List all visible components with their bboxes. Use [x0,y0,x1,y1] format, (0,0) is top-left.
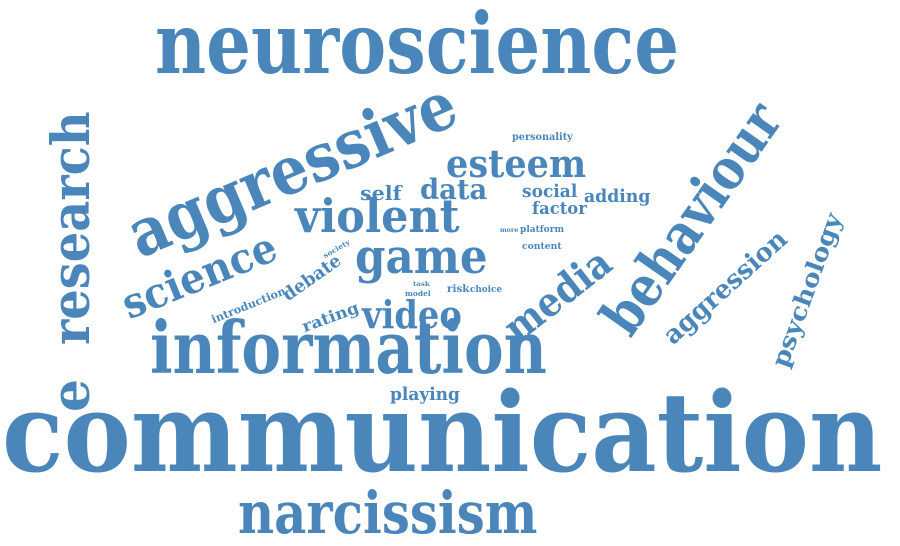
word-data: data [420,173,488,206]
word-esteem: esteem [446,141,587,186]
word-game: game [355,229,488,285]
word-choice: choice [470,285,502,295]
word-playing: playing [390,384,460,405]
word-model: model [405,289,431,298]
word-self: self [360,181,402,205]
word-neuroscience: neuroscience [155,0,680,93]
word-more: more [500,227,519,234]
word-risk: risk [447,284,470,295]
word-task: task [413,281,430,288]
word-personality: personality [512,132,573,143]
word-violent: violent [295,189,460,243]
word-social: social [522,181,578,202]
word-narcissism: narcissism [238,479,538,546]
word-debate: debate [278,250,346,306]
word-information: information [150,305,547,390]
word-research: research [41,111,102,345]
word-video: video [362,292,462,337]
word-adding: adding [584,186,651,207]
word-communication: communication [2,368,883,497]
word-e: e [41,378,102,412]
word-platform: platform [520,225,565,235]
word-factor: factor [532,199,587,219]
word-content: content [522,242,562,252]
